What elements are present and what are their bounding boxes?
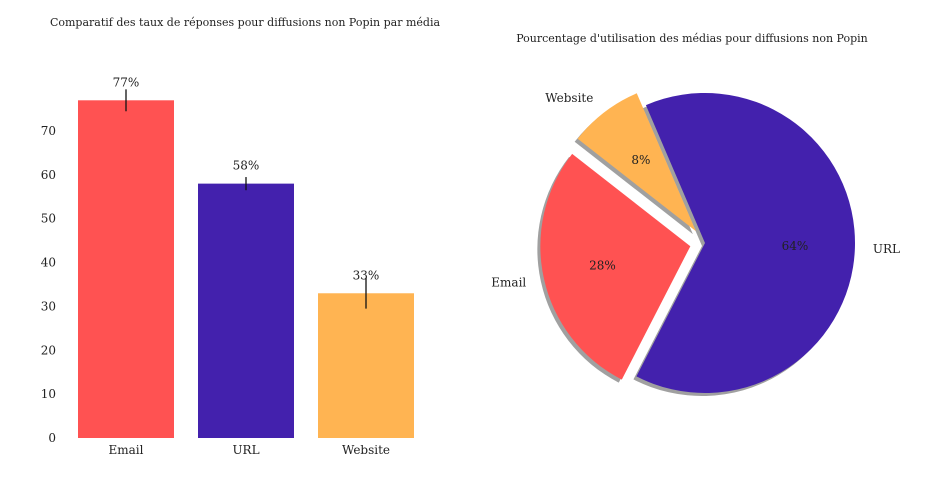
bar-email xyxy=(78,100,174,439)
slice-website xyxy=(577,93,696,232)
slice-url xyxy=(636,92,855,393)
data-label: 58% xyxy=(233,159,260,173)
y-tick-label: 40 xyxy=(41,256,56,270)
slice-label: URL xyxy=(873,242,900,256)
slice-email xyxy=(540,153,691,380)
pct-label: 8% xyxy=(631,153,650,167)
bar-url xyxy=(198,183,294,438)
pie-chart-title: Pourcentage d'utilisation des médias pou… xyxy=(516,32,868,45)
pct-label: 64% xyxy=(782,239,809,253)
x-tick-label: Email xyxy=(109,443,144,457)
y-tick-label: 70 xyxy=(41,124,56,138)
y-tick-label: 0 xyxy=(48,431,56,445)
data-label: 77% xyxy=(113,75,140,89)
y-tick-label: 30 xyxy=(41,299,56,313)
y-tick-label: 20 xyxy=(41,343,56,357)
bar-chart: 0 10 20 30 40 50 60 70 77% Email 58% URL 33% Website xyxy=(41,75,414,457)
pie-chart: 28% Email 64% URL 8% Website xyxy=(491,91,900,396)
y-tick-label: 60 xyxy=(41,168,56,182)
y-tick-label: 50 xyxy=(41,212,56,226)
data-label: 33% xyxy=(353,268,380,282)
slice-label: Website xyxy=(545,91,593,105)
bar-chart-title: Comparatif des taux de réponses pour dif… xyxy=(50,16,441,29)
slice-label: Email xyxy=(491,275,526,289)
pct-label: 28% xyxy=(589,259,616,273)
x-tick-label: Website xyxy=(342,443,390,457)
x-tick-label: URL xyxy=(232,443,259,457)
bar-website xyxy=(318,293,414,438)
y-tick-label: 10 xyxy=(41,387,56,401)
